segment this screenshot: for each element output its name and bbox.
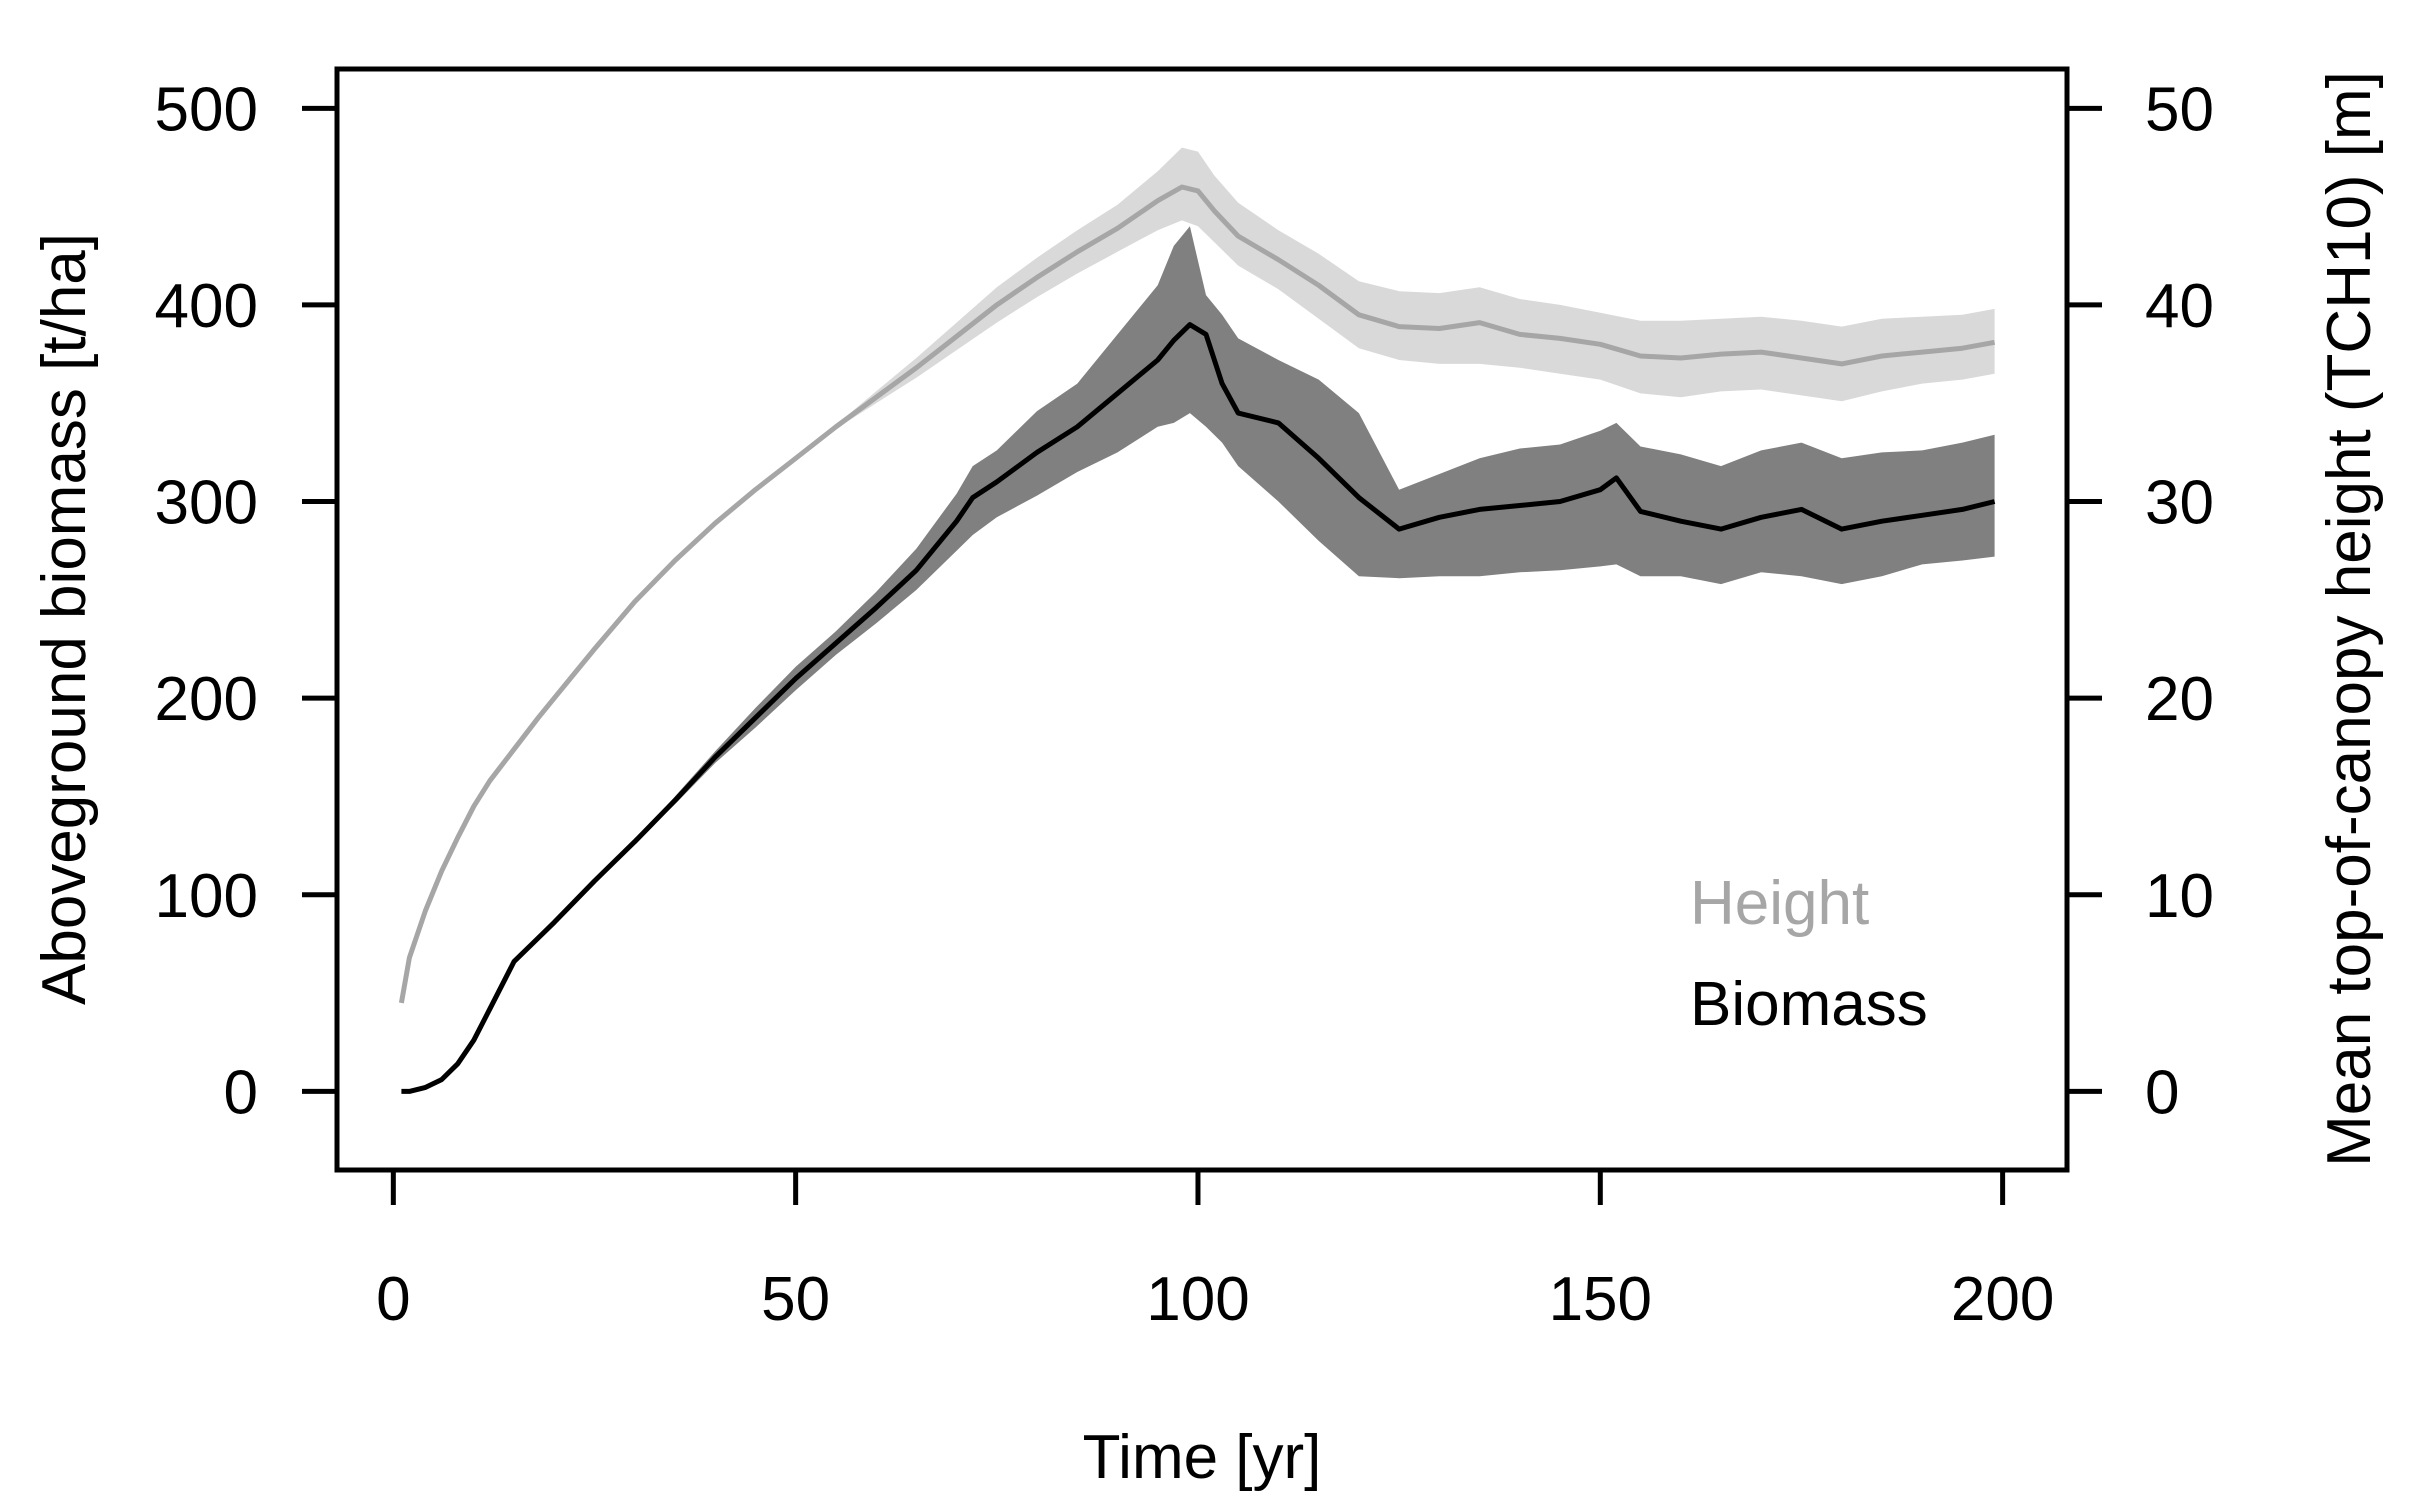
plot-frame bbox=[334, 66, 2070, 1173]
y-axis-right-title: Mean top-of-canopy height (TCH10) [m] bbox=[2315, 71, 2384, 1167]
y-right-tick-label: 0 bbox=[2145, 1058, 2179, 1127]
x-tick-label: 200 bbox=[1951, 1265, 2054, 1334]
y-left-tick-label: 100 bbox=[155, 862, 258, 931]
biomass-line bbox=[401, 322, 1996, 1094]
uncertainty-bands bbox=[401, 147, 1995, 1092]
legend-height: Height bbox=[1690, 869, 1869, 938]
x-tick-label: 150 bbox=[1549, 1265, 1652, 1334]
y-left-tick-label: 500 bbox=[155, 75, 258, 144]
y-left-tick-label: 0 bbox=[224, 1058, 258, 1127]
height-uncertainty-band bbox=[401, 147, 1995, 1003]
x-tick-label: 50 bbox=[761, 1265, 830, 1334]
y-axis-left: 0 100 200 300 400 500 bbox=[155, 75, 337, 1127]
y-left-tick-label: 400 bbox=[155, 272, 258, 341]
x-axis: 0 50 100 150 200 bbox=[376, 1170, 2054, 1334]
series-lines bbox=[398, 184, 1996, 1094]
y-left-tick-label: 200 bbox=[155, 665, 258, 734]
y-right-tick-label: 40 bbox=[2145, 272, 2214, 341]
y-right-tick-label: 20 bbox=[2145, 665, 2214, 734]
y-axis-right: 0 10 20 30 40 50 bbox=[2067, 75, 2214, 1127]
x-tick-label: 0 bbox=[376, 1265, 410, 1334]
legend-biomass: Biomass bbox=[1690, 970, 1928, 1039]
x-axis-title: Time [yr] bbox=[1083, 1423, 1322, 1492]
y-right-tick-label: 50 bbox=[2145, 75, 2214, 144]
x-tick-label: 100 bbox=[1146, 1265, 1249, 1334]
y-right-tick-label: 10 bbox=[2145, 862, 2214, 931]
y-axis-left-title: Aboveground biomass [t/ha] bbox=[30, 233, 99, 1005]
height-line bbox=[398, 184, 1996, 1004]
y-left-tick-label: 300 bbox=[155, 469, 258, 538]
y-right-tick-label: 30 bbox=[2145, 469, 2214, 538]
biomass-uncertainty-band bbox=[401, 226, 1995, 1092]
